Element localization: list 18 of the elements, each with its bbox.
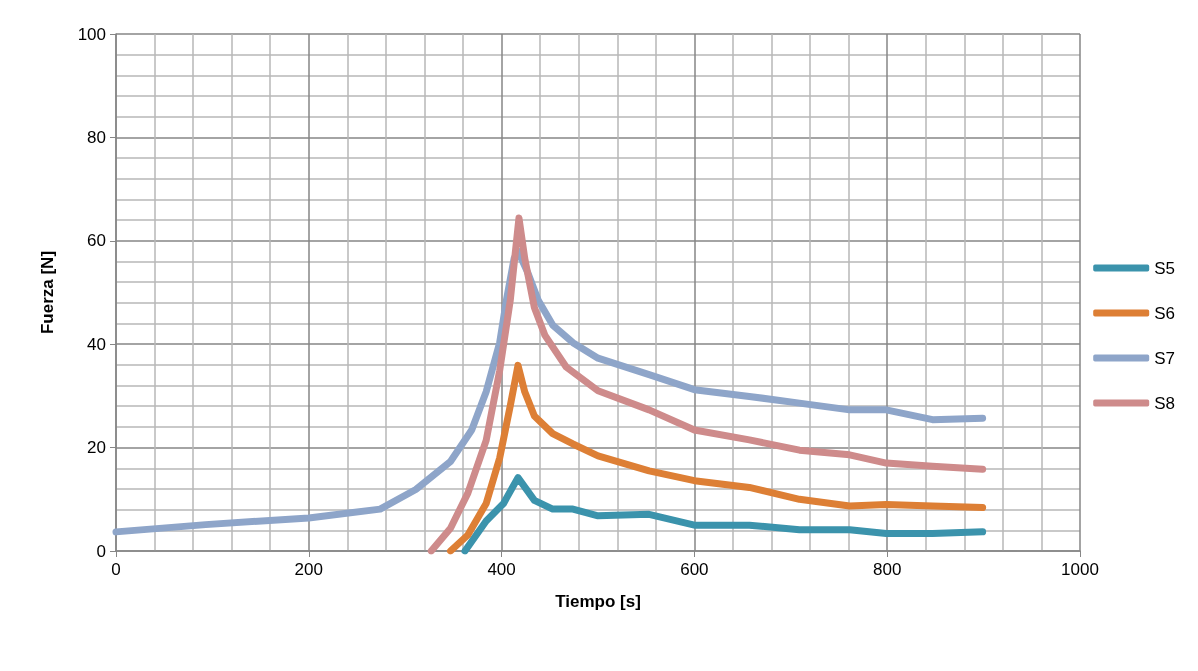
x-tick-label: 800 [873, 560, 902, 579]
x-tick-label: 600 [680, 560, 709, 579]
legend-label: S8 [1154, 393, 1175, 413]
y-tick-label: 40 [87, 334, 106, 354]
legend-label: S7 [1154, 348, 1175, 368]
y-tick-label: 80 [87, 127, 106, 147]
y-tick-label: 20 [87, 438, 106, 458]
legend-label: S6 [1154, 303, 1175, 323]
legend-label: S5 [1154, 258, 1175, 278]
x-tick-label: 200 [294, 560, 323, 579]
y-tick-label: 60 [87, 231, 106, 251]
y-tick-label: 0 [96, 541, 106, 561]
y-tick-label: 100 [77, 24, 106, 44]
y-axis-title: Fuerza [N] [38, 250, 57, 335]
x-tick-label: 1000 [1061, 560, 1099, 579]
x-tick-label: 400 [487, 560, 516, 579]
x-tick-label: 0 [111, 560, 121, 579]
x-axis-title: Tiempo [s] [555, 592, 641, 611]
